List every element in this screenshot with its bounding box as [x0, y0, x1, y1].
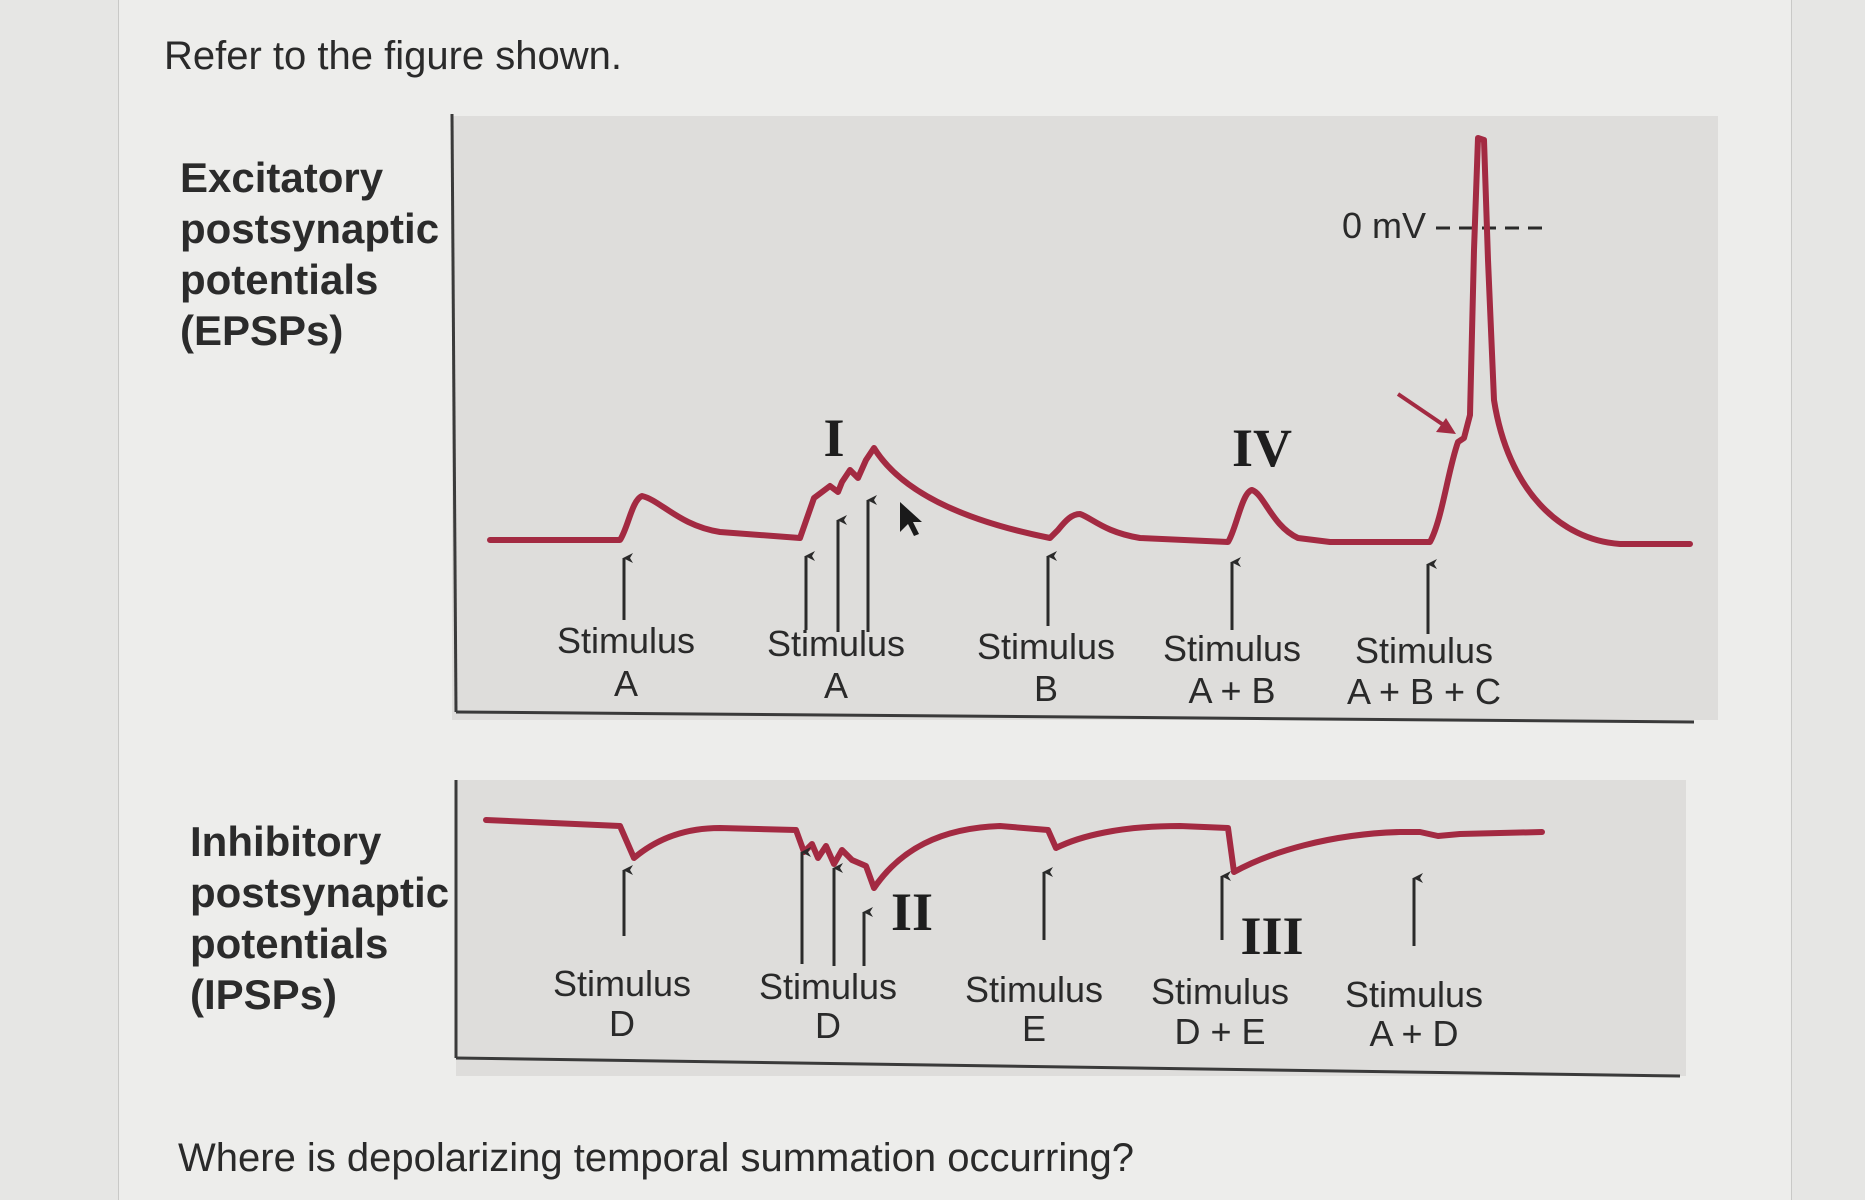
stimulus-label: Stimulus — [977, 626, 1115, 667]
stimulus-label: A + B + C — [1347, 671, 1501, 712]
epsp-y-axis — [450, 113, 458, 713]
epsp-label-line: Excitatory — [180, 154, 384, 201]
threshold-arrow — [1396, 392, 1450, 430]
ipsp-label-line: (IPSPs) — [190, 971, 338, 1018]
stimulus-label: D + E — [1174, 1011, 1265, 1052]
stimulus-label: Stimulus — [553, 963, 691, 1004]
stimulus-label: Stimulus — [1151, 971, 1289, 1012]
stimulus-label: A + D — [1369, 1013, 1458, 1054]
ipsp-label-line: Inhibitory — [190, 818, 382, 865]
ipsp-panel-background — [456, 780, 1686, 1076]
stimulus-label: Stimulus — [965, 969, 1103, 1010]
epsp-x-axis — [455, 710, 1695, 724]
stimulus-label: A — [614, 663, 638, 704]
marker-label: IV — [1232, 418, 1292, 478]
ipsp-x-axis — [455, 1056, 1681, 1078]
ipsp-panel: Stimulus D Stimulus D Stimulus E Stimulu… — [454, 780, 1686, 1078]
epsp-panel-background — [452, 116, 1718, 720]
epsp-trace — [487, 135, 1693, 547]
epsp-panel-label: Excitatory postsynaptic potentials (EPSP… — [180, 152, 439, 356]
stimulus-label: A — [824, 665, 848, 706]
stimulus-label: A + B — [1188, 670, 1275, 711]
stimulus-label: Stimulus — [767, 623, 905, 664]
stimulus-label: Stimulus — [1163, 628, 1301, 669]
epsp-label-line: potentials — [180, 256, 379, 303]
prompt-text: Refer to the figure shown. — [164, 34, 623, 78]
marker-label: II — [891, 882, 933, 942]
stimulus-label: D — [609, 1003, 635, 1044]
stimulus-label: Stimulus — [1355, 630, 1493, 671]
stimulus-label: B — [1034, 668, 1058, 709]
stimulus-label: E — [1022, 1008, 1046, 1049]
ipsp-label-line: potentials — [190, 920, 389, 967]
marker-label: I — [823, 408, 844, 468]
epsp-label-line: (EPSPs) — [180, 307, 344, 354]
stimulus-label: Stimulus — [759, 966, 897, 1007]
ipsp-panel-label: Inhibitory postsynaptic potentials (IPSP… — [190, 816, 449, 1020]
stimulus-label: Stimulus — [557, 620, 695, 661]
mouse-cursor-icon — [900, 502, 922, 536]
epsp-panel: 0 mV Stimulus A Stimulus A Stimulus B St… — [450, 113, 1718, 724]
stimulus-label: Stimulus — [1345, 974, 1483, 1015]
ipsp-label-line: postsynaptic — [190, 869, 450, 916]
epsp-label-line: postsynaptic — [180, 205, 440, 252]
zero-mv-label: 0 mV — [1342, 205, 1426, 246]
marker-label: III — [1240, 906, 1303, 966]
question-text: Where is depolarizing temporal summation… — [178, 1136, 1134, 1180]
threshold-arrow-head — [1436, 418, 1456, 434]
stimulus-label: D — [815, 1005, 841, 1046]
ipsp-trace — [483, 817, 1545, 891]
